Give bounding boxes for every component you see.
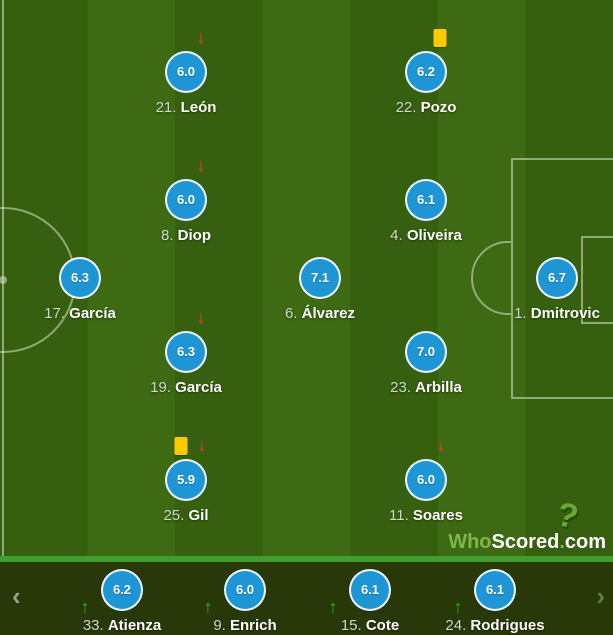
player-name: 8. Diop <box>116 227 256 244</box>
logo-dot: . <box>559 531 565 553</box>
player-name: 9. Enrich <box>175 617 315 634</box>
player-surname: Álvarez <box>301 305 356 322</box>
player-name: 25. Gil <box>116 507 256 524</box>
player-shirt-number: 8. <box>160 227 178 244</box>
player-rating-circle[interactable]: 6.1 <box>474 569 516 611</box>
player-shirt-number: 17. <box>44 305 70 322</box>
player-name: 23. Arbilla <box>356 379 496 396</box>
player-rating-circle[interactable]: 7.1 <box>299 257 341 299</box>
player-rating-circle[interactable]: 6.2 <box>101 569 143 611</box>
player-shirt-number: 24. <box>445 617 471 634</box>
player-rating-circle[interactable]: 6.2 <box>405 51 447 93</box>
player-rating-circle[interactable]: 6.1 <box>405 179 447 221</box>
player-surname: Rodrigues <box>470 617 545 634</box>
yellow-card-icon <box>174 437 188 455</box>
player-surname: Atienza <box>107 617 162 634</box>
player-surname: Diop <box>177 227 211 244</box>
player-shirt-number: 23. <box>390 379 416 396</box>
player-surname: Dmitrovic <box>530 305 600 322</box>
player-name: 21. León <box>116 99 256 116</box>
player-shirt-number: 6. <box>284 305 302 322</box>
player-rating-circle[interactable]: 7.0 <box>405 331 447 373</box>
player-rating-circle[interactable]: 6.0 <box>165 51 207 93</box>
player-surname: García <box>69 305 116 322</box>
player-shirt-number: 15. <box>340 617 366 634</box>
rating-down-icon: ↓ <box>196 307 206 327</box>
rating-down-icon: ↓ <box>196 27 206 47</box>
player-name: 11. Soares <box>356 507 496 524</box>
player-shirt-number: 33. <box>82 617 108 634</box>
player-name: 24. Rodrigues <box>425 617 565 634</box>
whoscored-logo[interactable]: ? WhoScored.com <box>448 495 606 554</box>
player-shirt-number: 19. <box>150 379 176 396</box>
rating-up-icon: ↑ <box>203 597 213 617</box>
player-rating-circle[interactable]: 6.1 <box>349 569 391 611</box>
pitch-bottom-divider <box>0 556 613 562</box>
player-shirt-number: 22. <box>395 99 421 116</box>
player-surname: García <box>175 379 222 396</box>
pitch: 6.0 ↓ 21. León 6.2 22. Pozo 6.0 ↓ 8. Diop 6.1 4. … <box>0 0 613 556</box>
player-rating-circle[interactable]: 6.7 <box>536 257 578 299</box>
player-name: 33. Atienza <box>52 617 192 634</box>
penalty-box <box>511 158 613 399</box>
player-rating-circle[interactable]: 6.3 <box>165 331 207 373</box>
rating-down-icon: ↓ <box>197 435 207 455</box>
player-name: 1. Dmitrovic <box>487 305 613 322</box>
carousel-next-icon[interactable]: › <box>596 581 605 611</box>
penalty-arc <box>471 241 511 315</box>
player-name: 19. García <box>116 379 256 396</box>
player-name: 4. Oliveira <box>356 227 496 244</box>
player-shirt-number: 21. <box>155 99 181 116</box>
player-name: 17. García <box>10 305 150 322</box>
yellow-card-icon <box>433 29 447 47</box>
rating-down-icon: ↓ <box>196 155 206 175</box>
player-name: 22. Pozo <box>356 99 496 116</box>
player-surname: Gil <box>188 507 209 524</box>
centre-spot <box>0 276 7 284</box>
rating-up-icon: ↑ <box>328 597 338 617</box>
player-surname: Arbilla <box>415 379 462 396</box>
player-shirt-number: 25. <box>163 507 189 524</box>
logo-who: Who <box>448 531 492 553</box>
rating-down-icon: ↓ <box>436 435 446 455</box>
logo-com: com <box>564 531 606 553</box>
player-name: 15. Cote <box>300 617 440 634</box>
player-name: 6. Álvarez <box>250 305 390 322</box>
player-rating-circle[interactable]: 6.3 <box>59 257 101 299</box>
player-shirt-number: 11. <box>389 507 413 524</box>
player-surname: Oliveira <box>406 227 462 244</box>
rating-up-icon: ↑ <box>80 597 90 617</box>
player-rating-circle[interactable]: 5.9 <box>165 459 207 501</box>
carousel-prev-icon[interactable]: ‹ <box>12 581 21 611</box>
player-rating-circle[interactable]: 6.0 <box>224 569 266 611</box>
player-surname: León <box>180 99 217 116</box>
player-surname: Pozo <box>420 99 457 116</box>
player-shirt-number: 4. <box>390 227 407 244</box>
rating-up-icon: ↑ <box>453 597 463 617</box>
player-shirt-number: 9. <box>213 617 230 634</box>
logo-scored: Scored <box>491 531 560 553</box>
substitutes-bar: 6.2 ↑ 33. Atienza 6.0 ↑ 9. Enrich 6.1 ↑ 15. Cote… <box>0 562 613 635</box>
player-surname: Cote <box>365 617 400 634</box>
goal-box <box>581 236 613 324</box>
player-rating-circle[interactable]: 6.0 <box>165 179 207 221</box>
player-shirt-number: 1. <box>514 305 531 322</box>
player-surname: Enrich <box>230 617 277 634</box>
player-rating-circle[interactable]: 6.0 <box>405 459 447 501</box>
player-surname: Soares <box>412 507 463 524</box>
